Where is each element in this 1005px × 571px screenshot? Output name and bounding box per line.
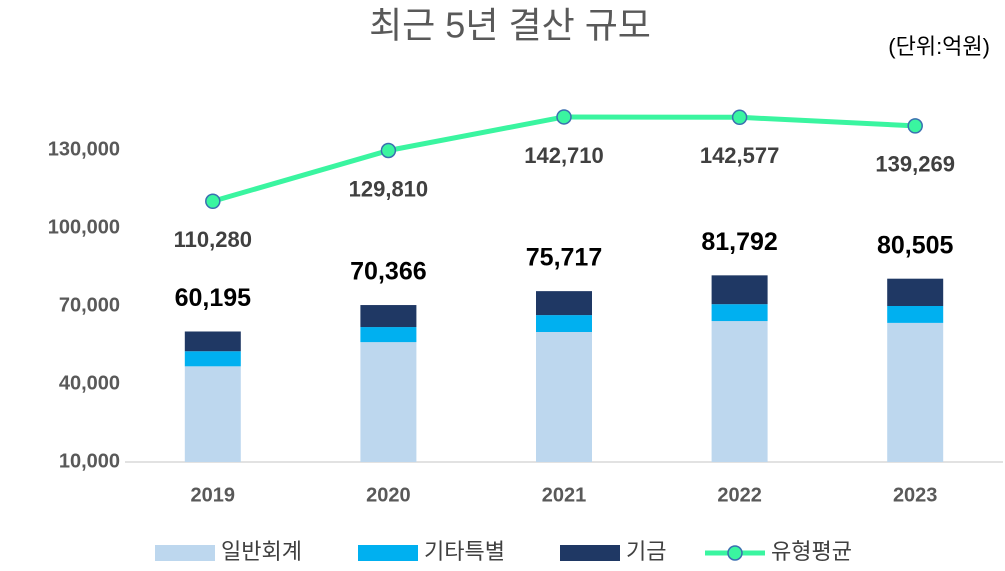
y-tick-label: 70,000 bbox=[59, 294, 120, 316]
bar-segment bbox=[360, 305, 417, 328]
y-tick-label: 100,000 bbox=[48, 216, 120, 238]
bar-segment bbox=[887, 306, 944, 323]
x-tick-label: 2019 bbox=[191, 484, 236, 506]
total-label: 80,505 bbox=[877, 231, 954, 259]
legend-label: 기타특별 bbox=[424, 539, 505, 564]
y-tick-label: 10,000 bbox=[59, 450, 120, 472]
bar-segment bbox=[536, 291, 592, 316]
bar-segment bbox=[711, 321, 768, 462]
line-marker bbox=[556, 109, 572, 125]
x-tick-label: 2021 bbox=[542, 484, 587, 506]
data-label: 139,269 bbox=[875, 152, 955, 177]
x-tick-label: 2023 bbox=[893, 484, 938, 506]
bar-segment bbox=[184, 366, 241, 462]
line-marker bbox=[380, 142, 397, 159]
x-tick-label: 2022 bbox=[717, 484, 762, 506]
bar-segment bbox=[360, 342, 417, 462]
unit-note: (단위:억원) bbox=[888, 34, 990, 59]
bar-segment bbox=[887, 322, 944, 462]
x-tick-label: 2020 bbox=[366, 484, 411, 506]
total-label: 75,717 bbox=[526, 244, 602, 272]
data-label: 110,280 bbox=[174, 227, 252, 252]
bar-segment bbox=[536, 332, 592, 462]
total-label: 81,792 bbox=[701, 228, 777, 256]
total-label: 60,195 bbox=[175, 284, 252, 312]
legend-label: 유형평균 bbox=[771, 539, 852, 564]
data-label: 142,577 bbox=[700, 143, 780, 168]
y-tick-label: 40,000 bbox=[59, 372, 120, 394]
bar-segment bbox=[887, 278, 944, 306]
legend-label: 기금 bbox=[626, 539, 666, 564]
data-label: 142,710 bbox=[524, 143, 604, 168]
y-tick-label: 130,000 bbox=[48, 138, 120, 160]
legend-marker bbox=[727, 545, 743, 561]
total-label: 70,366 bbox=[350, 258, 426, 286]
line-marker bbox=[205, 193, 221, 210]
data-label: 129,810 bbox=[349, 176, 429, 201]
legend-swatch bbox=[155, 545, 215, 561]
bar-segment bbox=[360, 327, 417, 343]
bar-segment bbox=[184, 331, 241, 352]
legend-swatch bbox=[358, 545, 418, 561]
line-marker bbox=[907, 118, 923, 134]
bar-segment bbox=[536, 315, 592, 332]
line-marker bbox=[731, 109, 748, 126]
chart-title: 최근 5년 결산 규모 bbox=[369, 5, 651, 46]
legend-label: 일반회계 bbox=[221, 539, 302, 564]
bar-segment bbox=[184, 351, 241, 367]
legend-swatch bbox=[560, 545, 620, 561]
bar-segment bbox=[711, 304, 768, 322]
bar-segment bbox=[711, 275, 768, 305]
